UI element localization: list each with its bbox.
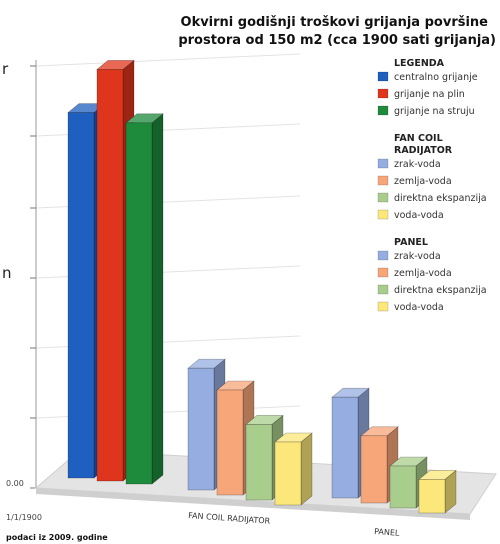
bar-2-3 [418, 479, 446, 514]
legend-label-0-0: centralno grijanje [394, 72, 478, 83]
chart-title-line-1: Okvirni godišnji troškovi grijanja površ… [181, 15, 489, 30]
legend-swatch-0-0 [377, 71, 389, 82]
legend-title-0: LEGENDA [394, 58, 445, 69]
category-label-panel: PANEL [374, 527, 400, 538]
legend-swatch-2-0 [377, 250, 389, 261]
bar-2-1 [360, 435, 388, 504]
legend-title-1: FAN COIL RADIJATOR [394, 133, 453, 156]
bar-1-1 [216, 389, 244, 496]
legend-swatch-1-0 [377, 158, 389, 169]
legend-label-2-3: voda-voda [394, 302, 444, 313]
bar-0-2 [125, 122, 153, 485]
legend-swatch-2-3 [377, 301, 389, 312]
gridline [35, 53, 301, 67]
legend-label-0-2: grijanje na struju [394, 106, 475, 117]
legend-swatch-1-2 [377, 192, 389, 203]
legend-title-2: PANEL [394, 237, 428, 248]
legend-title-line: FAN COIL [394, 133, 443, 144]
category-label-fan-coil: FAN COIL RADIJATOR [188, 511, 271, 526]
bar-side [151, 113, 164, 485]
bar-0-0 [67, 112, 95, 479]
legend-label-1-0: zrak-voda [394, 159, 441, 170]
bar-2-0 [331, 396, 359, 499]
legend-label-2-1: zemlja-voda [394, 268, 452, 279]
side-glyph-2: n [2, 264, 12, 282]
legend-label-1-1: zemlja-voda [394, 176, 452, 187]
bar-side [300, 432, 313, 506]
legend-swatch-2-1 [377, 267, 389, 278]
chart-floor-edge [36, 488, 470, 520]
bar-2-2 [389, 465, 417, 509]
legend-swatch-1-3 [377, 209, 389, 220]
y-tick-label: 0.00 [6, 479, 24, 488]
bar-1-2 [245, 424, 273, 501]
legend-swatch-0-1 [377, 88, 389, 99]
bar-1-3 [274, 441, 302, 506]
footer-note: podaci iz 2009. godine [6, 533, 108, 542]
x-corner-label: 1/1/1900 [6, 513, 42, 522]
legend-swatch-0-2 [377, 105, 389, 116]
legend-swatch-2-2 [377, 284, 389, 295]
bar-0-1 [96, 69, 124, 482]
chart-title-line-2: prostora od 150 m2 (cca 1900 sati grijan… [178, 33, 496, 48]
legend-label-2-0: zrak-voda [394, 251, 441, 262]
legend-label-1-3: voda-voda [394, 210, 444, 221]
legend-label-2-2: direktna ekspanzija [394, 285, 487, 296]
bar-1-0 [187, 367, 215, 491]
legend-label-1-2: direktna ekspanzija [394, 193, 487, 204]
legend-title-line: RADIJATOR [394, 145, 453, 156]
legend-swatch-1-1 [377, 175, 389, 186]
side-glyph-1: r [2, 60, 9, 78]
legend-label-0-1: grijanje na plin [394, 89, 465, 100]
